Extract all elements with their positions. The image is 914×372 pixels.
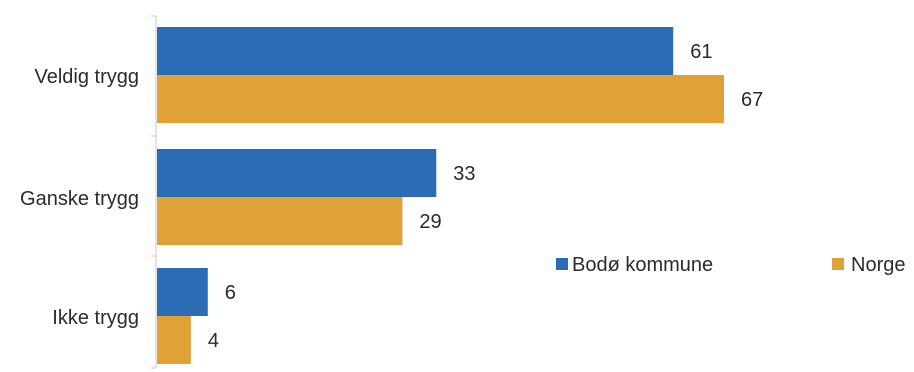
legend-swatch [832,258,844,270]
bars [157,27,724,364]
legend-label: Bodø kommune [572,254,713,276]
bar [157,149,437,197]
bar [157,75,724,123]
legend: Bodø kommune Norge [556,254,905,276]
bar [157,316,191,364]
legend-swatch [556,258,568,270]
data-labels: 61 33 6 67 29 4 [208,41,763,352]
data-label: 6 [225,282,236,304]
data-label: 61 [690,41,712,63]
data-label: 4 [208,330,219,352]
category-axis: Veldig trygg Ganske trygg Ikke trygg [20,15,157,369]
category-label: Veldig trygg [34,66,139,88]
bar [157,268,208,316]
category-label: Ikke trygg [52,307,139,329]
data-label: 33 [453,163,475,185]
bar [157,27,674,75]
bar [157,197,403,245]
data-label: 29 [419,211,441,233]
data-label: 67 [741,89,763,111]
category-label: Ganske trygg [20,188,139,210]
legend-label: Norge [851,254,905,276]
